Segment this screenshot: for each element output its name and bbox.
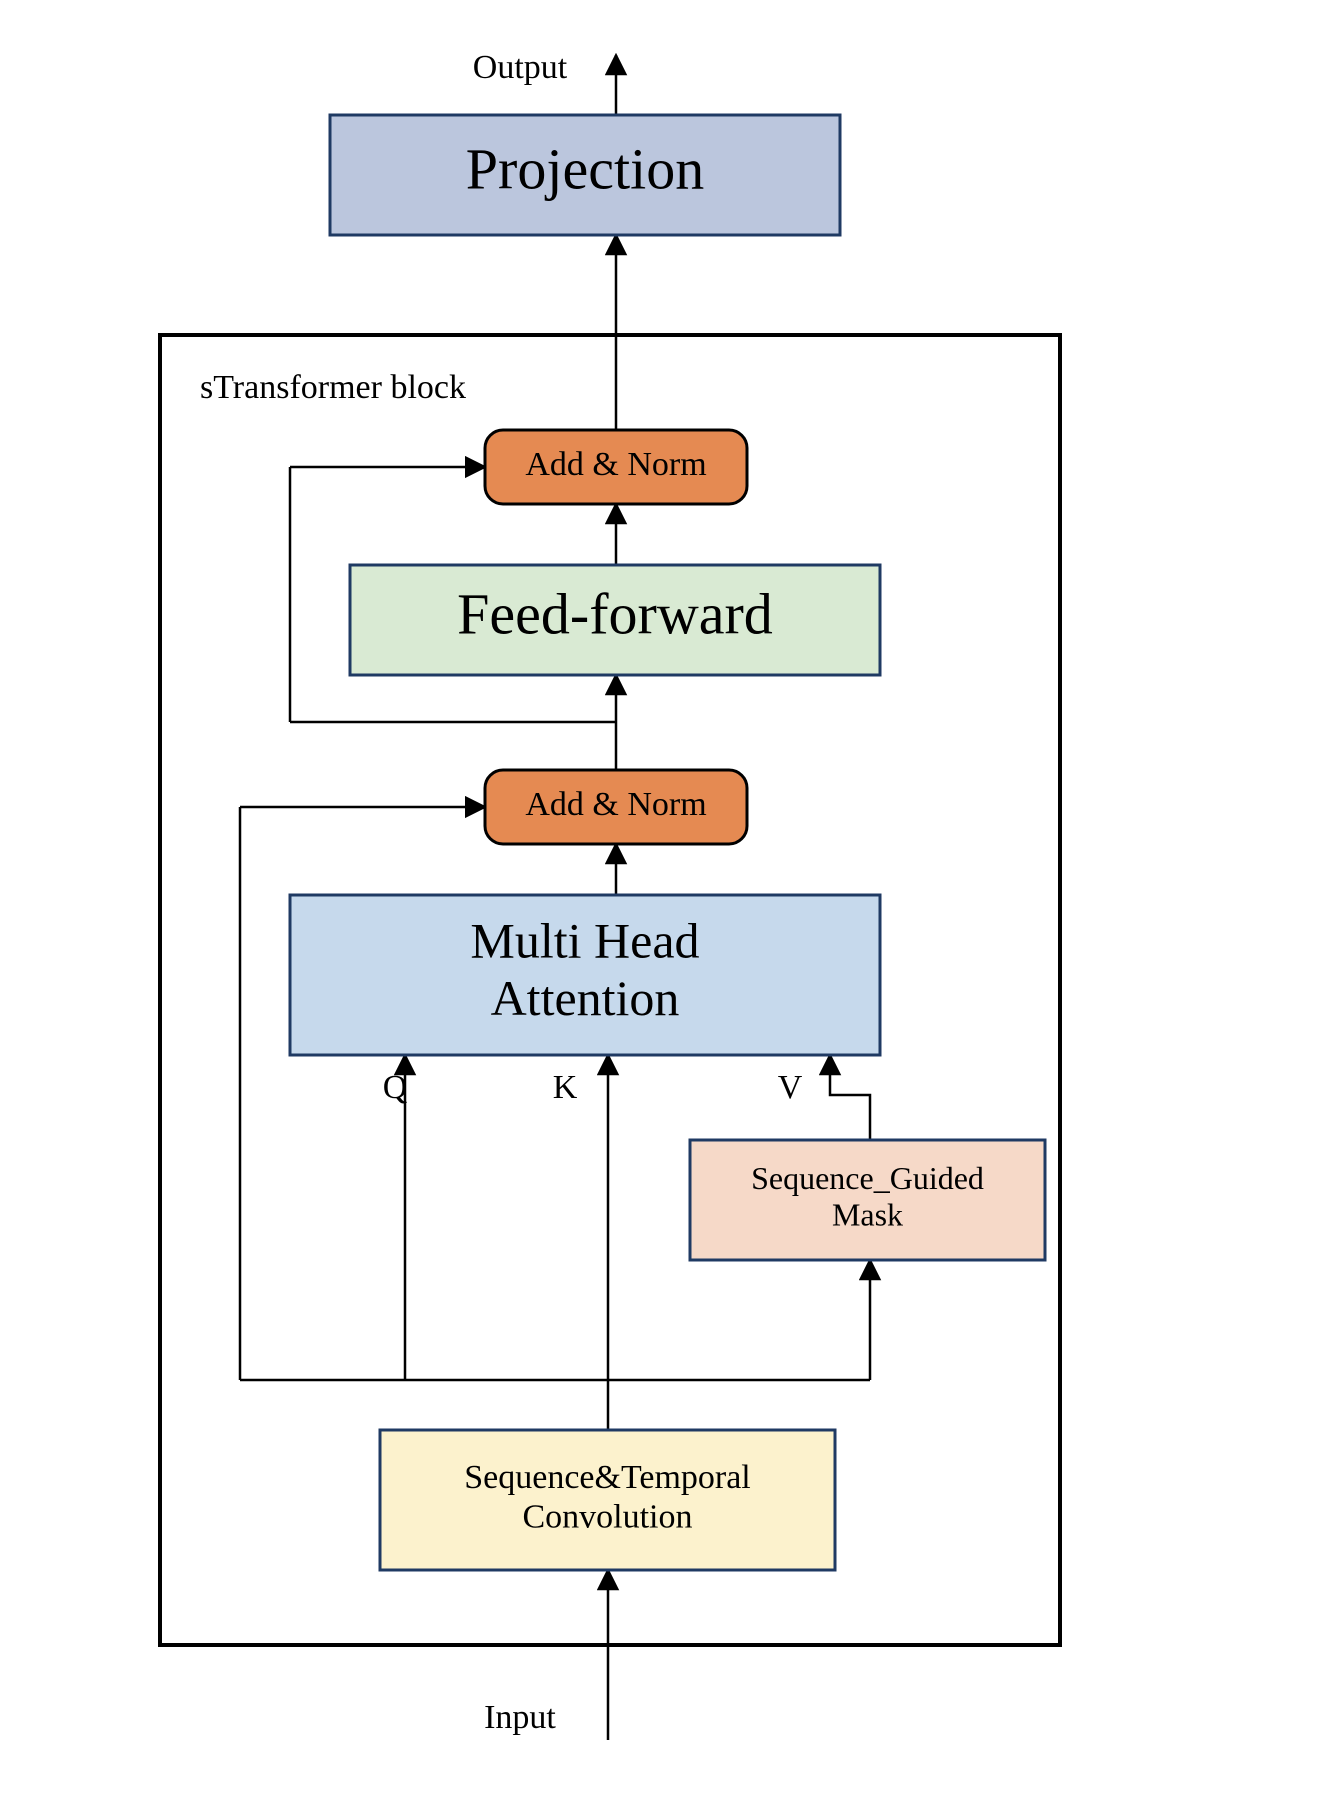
k-label: K — [553, 1069, 578, 1106]
node-stconv-label-line0: Sequence&Temporal — [464, 1459, 751, 1496]
node-sgmask-label-line0: Sequence_Guided — [751, 1160, 984, 1196]
q-label: Q — [383, 1069, 408, 1106]
node-feedforward: Feed-forward — [350, 565, 880, 675]
output-label: Output — [473, 49, 568, 86]
edge-mask-to-mha — [830, 1055, 870, 1140]
input-label: Input — [484, 1699, 556, 1736]
node-addnorm2-label: Add & Norm — [525, 446, 706, 483]
node-feedforward-label: Feed-forward — [457, 581, 773, 646]
node-mha-label-line0: Multi Head — [470, 913, 699, 969]
node-stconv-label-line1: Convolution — [522, 1498, 692, 1535]
node-addnorm2: Add & Norm — [485, 430, 747, 504]
block-title: sTransformer block — [200, 369, 466, 406]
node-sgmask: Sequence_GuidedMask — [690, 1140, 1045, 1260]
node-addnorm1-label: Add & Norm — [525, 786, 706, 823]
node-sgmask-label-line1: Mask — [832, 1197, 903, 1233]
node-projection: Projection — [330, 115, 840, 235]
node-addnorm1: Add & Norm — [485, 770, 747, 844]
node-mha-label-line1: Attention — [491, 970, 680, 1026]
node-projection-label: Projection — [466, 136, 704, 201]
node-mha: Multi HeadAttention — [290, 895, 880, 1055]
node-stconv: Sequence&TemporalConvolution — [380, 1430, 835, 1570]
v-label: V — [778, 1069, 803, 1106]
